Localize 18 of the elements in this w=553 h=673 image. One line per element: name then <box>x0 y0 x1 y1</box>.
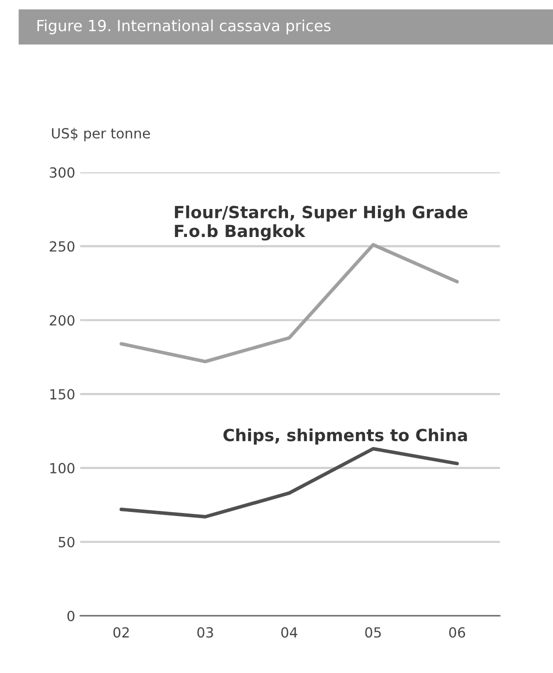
y-tick-label: 200 <box>50 315 74 326</box>
y-tick-label: 50 <box>58 536 74 548</box>
series-label: Chips, shipments to China <box>223 428 467 445</box>
line-series <box>120 242 459 364</box>
y-tick-label: 250 <box>50 241 74 252</box>
line-series <box>120 447 459 518</box>
x-tick-label: 02 <box>113 627 129 638</box>
y-tick-label: 0 <box>67 610 74 622</box>
x-tick-label: 03 <box>197 627 213 638</box>
y-axis-title: US$ per tonne <box>52 128 150 142</box>
y-tick-label: 150 <box>50 389 74 400</box>
chart-title: Figure 19. International cassava prices <box>37 20 330 34</box>
x-tick-label: 04 <box>281 627 298 638</box>
y-tick-label: 300 <box>50 167 74 178</box>
text: Flour/Starch, Super High Grade F.o.b Bangkok <box>174 206 468 241</box>
x-tick-label: 06 <box>449 627 466 638</box>
x-tick-label: 05 <box>365 627 381 638</box>
y-tick-label: 100 <box>50 462 74 474</box>
